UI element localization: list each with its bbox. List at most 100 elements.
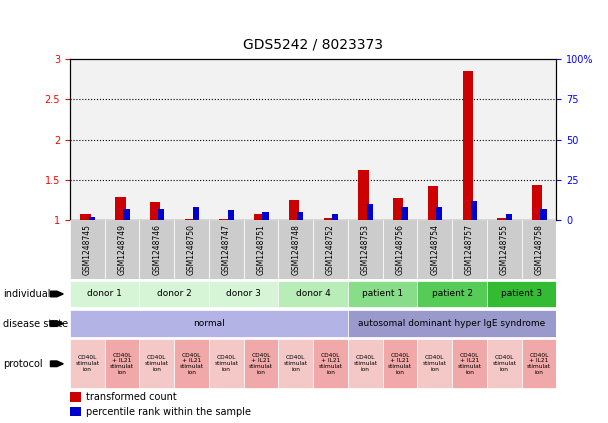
Bar [522, 339, 556, 388]
Text: CD40L
stimulat
ion: CD40L stimulat ion [492, 355, 516, 372]
Text: GSM1248754: GSM1248754 [430, 224, 439, 275]
Bar [139, 220, 174, 279]
Bar [497, 218, 508, 220]
Text: GSM1248753: GSM1248753 [361, 224, 370, 275]
Text: autosomal dominant hyper IgE syndrome: autosomal dominant hyper IgE syndrome [359, 319, 546, 328]
Text: CD40L
stimulat
ion: CD40L stimulat ion [75, 355, 99, 372]
Bar [278, 220, 313, 279]
Bar [70, 407, 81, 416]
Bar [123, 209, 130, 220]
Bar [209, 281, 278, 307]
Text: GSM1248750: GSM1248750 [187, 224, 196, 275]
Bar [105, 339, 139, 388]
Text: CD40L
+ IL21
stimulat
ion: CD40L + IL21 stimulat ion [457, 353, 482, 375]
Text: CD40L
stimulat
ion: CD40L stimulat ion [284, 355, 308, 372]
Bar [115, 198, 125, 220]
Text: CD40L
+ IL21
stimulat
ion: CD40L + IL21 stimulat ion [527, 353, 551, 375]
Text: GSM1248756: GSM1248756 [395, 224, 404, 275]
Bar [348, 310, 556, 337]
Bar [185, 219, 195, 220]
Bar [139, 339, 174, 388]
Text: GSM1248746: GSM1248746 [152, 224, 161, 275]
Bar [487, 339, 522, 388]
Bar [174, 220, 209, 279]
FancyArrow shape [50, 361, 63, 367]
Bar [254, 214, 264, 220]
Text: GSM1248748: GSM1248748 [291, 224, 300, 275]
Bar [289, 200, 299, 220]
Bar [506, 214, 512, 220]
Bar [382, 59, 417, 220]
Text: CD40L
stimulat
ion: CD40L stimulat ion [423, 355, 447, 372]
Bar [348, 220, 382, 279]
Bar [348, 59, 382, 220]
Bar [417, 220, 452, 279]
Bar [70, 220, 105, 279]
Text: CD40L
+ IL21
stimulat
ion: CD40L + IL21 stimulat ion [319, 353, 342, 375]
Text: GSM1248757: GSM1248757 [465, 224, 474, 275]
Bar [193, 207, 199, 220]
Bar [80, 214, 91, 220]
Bar [463, 71, 473, 220]
Bar [323, 218, 334, 220]
Text: GSM1248749: GSM1248749 [117, 224, 126, 275]
Bar [401, 207, 407, 220]
Text: protocol: protocol [3, 359, 43, 369]
Bar [417, 59, 452, 220]
Text: CD40L
stimulat
ion: CD40L stimulat ion [145, 355, 169, 372]
Text: patient 2: patient 2 [432, 289, 472, 299]
Bar [471, 201, 477, 220]
Bar [382, 339, 417, 388]
Bar [70, 281, 139, 307]
Text: disease state: disease state [3, 319, 68, 329]
Bar [393, 198, 404, 220]
Text: GSM1248758: GSM1248758 [534, 224, 544, 275]
Bar [382, 220, 417, 279]
Text: CD40L
+ IL21
stimulat
ion: CD40L + IL21 stimulat ion [249, 353, 273, 375]
Text: CD40L
+ IL21
stimulat
ion: CD40L + IL21 stimulat ion [110, 353, 134, 375]
Bar [105, 59, 139, 220]
Text: CD40L
+ IL21
stimulat
ion: CD40L + IL21 stimulat ion [388, 353, 412, 375]
Bar [209, 339, 244, 388]
Bar [70, 310, 348, 337]
Bar [227, 210, 234, 220]
Bar [522, 220, 556, 279]
FancyArrow shape [50, 321, 63, 327]
Text: patient 3: patient 3 [501, 289, 542, 299]
Text: GSM1248752: GSM1248752 [326, 224, 335, 275]
Bar [428, 186, 438, 220]
Bar [313, 339, 348, 388]
Text: normal: normal [193, 319, 225, 328]
Text: donor 2: donor 2 [157, 289, 192, 299]
Bar [348, 281, 417, 307]
Bar [139, 281, 209, 307]
Text: patient 1: patient 1 [362, 289, 403, 299]
Text: CD40L
stimulat
ion: CD40L stimulat ion [214, 355, 238, 372]
Bar [244, 220, 278, 279]
Bar [367, 204, 373, 220]
Text: CD40L
stimulat
ion: CD40L stimulat ion [353, 355, 377, 372]
Bar [487, 59, 522, 220]
Bar [487, 220, 522, 279]
Bar [278, 339, 313, 388]
Bar [532, 185, 542, 220]
Bar [89, 217, 95, 220]
Text: GSM1248751: GSM1248751 [257, 224, 266, 275]
Bar [174, 339, 209, 388]
Bar [209, 59, 244, 220]
Bar [417, 281, 487, 307]
Text: transformed count: transformed count [86, 392, 177, 402]
Bar [436, 207, 443, 220]
Text: GDS5242 / 8023373: GDS5242 / 8023373 [243, 37, 383, 52]
Bar [522, 59, 556, 220]
Bar [70, 339, 105, 388]
Bar [313, 59, 348, 220]
Bar [209, 220, 244, 279]
Bar [297, 212, 303, 220]
Bar [244, 339, 278, 388]
Text: GSM1248747: GSM1248747 [222, 224, 231, 275]
Bar [487, 281, 556, 307]
Bar [278, 281, 348, 307]
Bar [348, 339, 382, 388]
Text: GSM1248755: GSM1248755 [500, 224, 509, 275]
